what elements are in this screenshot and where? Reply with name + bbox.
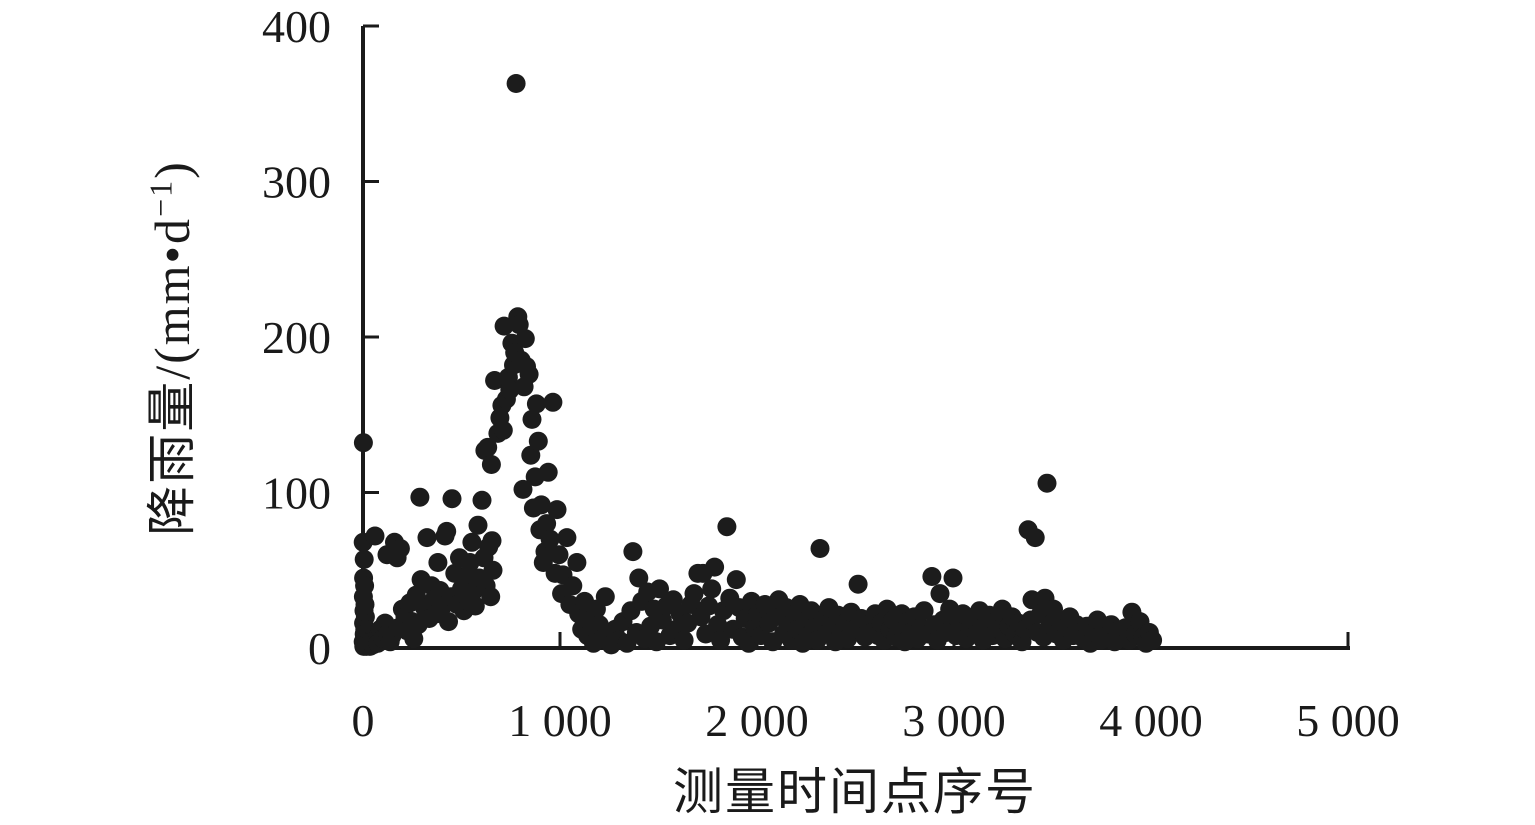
data-point <box>472 490 492 510</box>
data-point <box>493 420 513 440</box>
data-point <box>494 316 514 336</box>
data-point <box>595 587 615 607</box>
data-point <box>428 553 448 572</box>
data-point <box>522 409 542 429</box>
data-point <box>519 364 539 384</box>
data-point <box>506 74 526 93</box>
data-point <box>1037 473 1057 493</box>
data-point <box>528 431 548 451</box>
data-point <box>439 612 458 632</box>
data-point <box>468 515 488 535</box>
y-tick-label: 200 <box>262 312 331 363</box>
data-point <box>538 462 558 482</box>
y-tick-label: 400 <box>262 1 331 52</box>
data-point <box>410 487 430 507</box>
data-point <box>481 455 501 474</box>
data-point <box>543 392 563 412</box>
data-point <box>462 532 482 552</box>
data-point <box>557 528 577 548</box>
y-tick-label: 100 <box>262 468 331 519</box>
data-point <box>547 500 567 520</box>
x-tick-label: 0 <box>352 695 375 746</box>
data-point <box>726 570 746 590</box>
data-point <box>684 584 704 604</box>
data-point <box>702 579 722 599</box>
data-point <box>563 576 583 596</box>
data-point <box>442 489 462 509</box>
data-point <box>478 437 498 457</box>
x-tick-label: 3 000 <box>902 695 1006 746</box>
data-point <box>365 526 385 546</box>
data-point <box>848 574 868 594</box>
data-point <box>549 545 569 565</box>
x-tick-label: 1 000 <box>508 695 612 746</box>
data-point <box>531 495 551 515</box>
data-point <box>417 528 437 548</box>
x-tick-label: 4 000 <box>1099 695 1203 746</box>
data-point <box>711 630 731 650</box>
x-tick-label: 5 000 <box>1296 695 1400 746</box>
data-point <box>1143 630 1163 650</box>
data-point <box>526 394 546 414</box>
data-point <box>705 557 725 577</box>
data-point <box>717 517 737 537</box>
data-point <box>914 601 934 621</box>
data-point <box>521 445 541 465</box>
data-point <box>513 479 533 499</box>
data-point <box>500 380 520 400</box>
data-point <box>810 539 830 558</box>
data-point <box>922 567 942 586</box>
x-tick-label: 2 000 <box>705 695 809 746</box>
data-point <box>629 568 649 588</box>
data-point <box>674 630 694 650</box>
data-point <box>623 542 643 562</box>
data-point <box>437 521 457 541</box>
data-point <box>515 329 535 349</box>
data-point <box>699 596 719 616</box>
data-point <box>483 560 503 580</box>
data-point <box>390 539 410 558</box>
data-point <box>465 596 485 616</box>
x-axis-title: 测量时间点序号 <box>673 764 1037 820</box>
data-point <box>943 568 963 588</box>
data-point <box>650 579 669 599</box>
data-point <box>930 584 950 604</box>
data-point <box>1025 528 1045 548</box>
data-point <box>537 514 557 534</box>
data-point <box>567 553 587 572</box>
y-tick-label: 0 <box>308 623 331 674</box>
data-point <box>540 529 560 549</box>
data-point <box>354 549 374 569</box>
data-point <box>481 587 501 607</box>
data-point <box>353 433 373 453</box>
data-point <box>482 531 502 551</box>
y-tick-label: 300 <box>262 157 331 208</box>
